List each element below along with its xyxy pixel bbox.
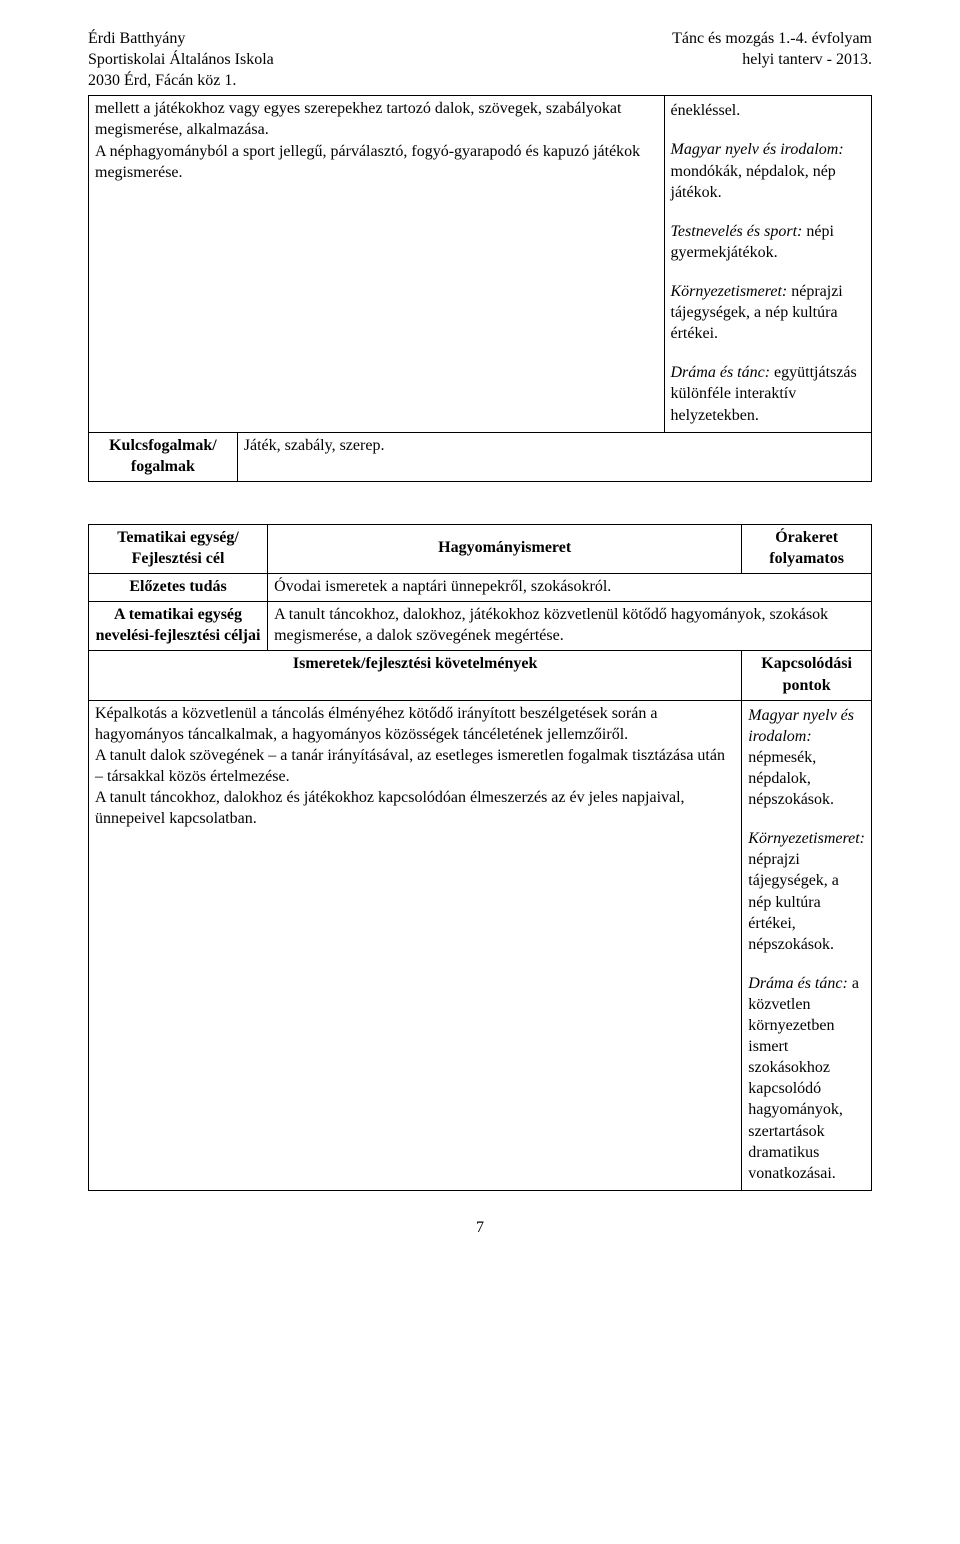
- section1-kp-3-label: Környezetismeret:: [671, 283, 788, 300]
- s2-r2c2: Óvodai ismeretek a naptári ünnepekről, s…: [268, 574, 872, 602]
- s2-r2c2-text: Óvodai ismeretek a naptári ünnepekről, s…: [274, 578, 611, 595]
- header-curriculum: helyi tanterv - 2013.: [672, 49, 872, 70]
- s2-r3c1-text: A tematikai egység nevelési-fejlesztési …: [96, 606, 261, 644]
- s2-r1c3: Órakeret folyamatos: [742, 524, 872, 573]
- kulcs-value: Játék, szabály, szerep.: [244, 437, 385, 454]
- s2-r5-left: Képalkotás a közvetlenül a táncolás élmé…: [89, 700, 742, 1190]
- section1-kp-2: Testnevelés és sport: népi gyermekjátéko…: [671, 219, 866, 265]
- s2-kp-2-label: Környezetismeret:: [748, 830, 865, 847]
- header-school-3: 2030 Érd, Fácán köz 1.: [88, 70, 274, 91]
- s2-kp-2-text: néprajzi tájegységek, a nép kultúra érté…: [748, 851, 839, 952]
- section1-kp-1: énekléssel.: [671, 98, 866, 123]
- section1-table: mellett a játékokhoz vagy egyes szerepek…: [88, 95, 872, 482]
- s2-kp-3-text: a közvetlen környezetben ismert szokások…: [748, 975, 859, 1182]
- s2-kp-3: Dráma és tánc: a közvetlen környezetben …: [748, 971, 865, 1186]
- section1-kp-3: Környezetismeret: néprajzi tájegységek, …: [671, 279, 866, 346]
- section1-left-text: mellett a játékokhoz vagy egyes szerepek…: [95, 98, 658, 182]
- s2-r4c2: Kapcsolódási pontok: [742, 651, 872, 700]
- s2-r1c2: Hagyományismeret: [268, 524, 742, 573]
- s2-r1c1-line2: Fejlesztési cél: [95, 548, 261, 569]
- s2-kp-3-label: Dráma és tánc:: [748, 975, 848, 992]
- s2-r1c3-line2: folyamatos: [748, 548, 865, 569]
- s2-r1c2-text: Hagyományismeret: [438, 539, 571, 556]
- s2-r1c3-line1: Órakeret: [748, 527, 865, 548]
- header-school-2: Sportiskolai Általános Iskola: [88, 49, 274, 70]
- page-header: Érdi Batthyány Sportiskolai Általános Is…: [88, 28, 872, 91]
- kulcs-value-cell: Játék, szabály, szerep.: [237, 432, 871, 481]
- section1-kp-2-label: Testnevelés és sport:: [671, 223, 803, 240]
- section1-kp-1b-label: Magyar nyelv és irodalom:: [671, 141, 844, 158]
- section1-kp-4-label: Dráma és tánc:: [671, 364, 771, 381]
- section1-kp-1a: énekléssel.: [671, 102, 741, 119]
- s2-r4c2-text: Kapcsolódási pontok: [761, 655, 852, 693]
- header-school-1: Érdi Batthyány: [88, 28, 274, 49]
- header-subject: Tánc és mozgás 1.-4. évfolyam: [672, 28, 872, 49]
- kulcs-label-cell: Kulcsfogalmak/ fogalmak: [89, 432, 238, 481]
- section1-right-cell: énekléssel. Magyar nyelv és irodalom: mo…: [664, 96, 872, 432]
- table-separator: [88, 482, 872, 520]
- s2-r4c1-text: Ismeretek/fejlesztési követelmények: [293, 655, 538, 672]
- section1-kp-4: Dráma és tánc: együttjátszás különféle i…: [671, 360, 866, 427]
- s2-kp-2: Környezetismeret: néprajzi tájegységek, …: [748, 826, 865, 957]
- s2-r1c1-line1: Tematikai egység/: [95, 527, 261, 548]
- section1-left-cell: mellett a játékokhoz vagy egyes szerepek…: [89, 96, 665, 432]
- s2-r2c1: Előzetes tudás: [89, 574, 268, 602]
- s2-r4c1: Ismeretek/fejlesztési követelmények: [89, 651, 742, 700]
- page-number: 7: [88, 1217, 872, 1238]
- s2-r5-right: Magyar nyelv és irodalom: népmesék, népd…: [742, 700, 872, 1190]
- kulcs-label: Kulcsfogalmak/ fogalmak: [109, 437, 217, 475]
- header-left: Érdi Batthyány Sportiskolai Általános Is…: [88, 28, 274, 91]
- s2-r2c1-text: Előzetes tudás: [129, 578, 226, 595]
- s2-r3c2-text: A tanult táncokhoz, dalokhoz, játékokhoz…: [274, 606, 828, 644]
- s2-kp-1: Magyar nyelv és irodalom: népmesék, népd…: [748, 703, 865, 813]
- section1-kp-1b: Magyar nyelv és irodalom: mondókák, népd…: [671, 137, 866, 204]
- s2-kp-1-text: népmesék, népdalok, népszokások.: [748, 749, 834, 808]
- s2-r3c2: A tanult táncokhoz, dalokhoz, játékokhoz…: [268, 602, 872, 651]
- s2-r3c1: A tematikai egység nevelési-fejlesztési …: [89, 602, 268, 651]
- s2-kp-1-label: Magyar nyelv és irodalom:: [748, 707, 854, 745]
- s2-r1c1: Tematikai egység/ Fejlesztési cél: [89, 524, 268, 573]
- section1-kp-1b-text: mondókák, népdalok, nép játékok.: [671, 163, 836, 201]
- section2-table: Tematikai egység/ Fejlesztési cél Hagyom…: [88, 524, 872, 1191]
- s2-r5-left-text: Képalkotás a közvetlenül a táncolás élmé…: [95, 703, 735, 830]
- header-right: Tánc és mozgás 1.-4. évfolyam helyi tant…: [672, 28, 872, 91]
